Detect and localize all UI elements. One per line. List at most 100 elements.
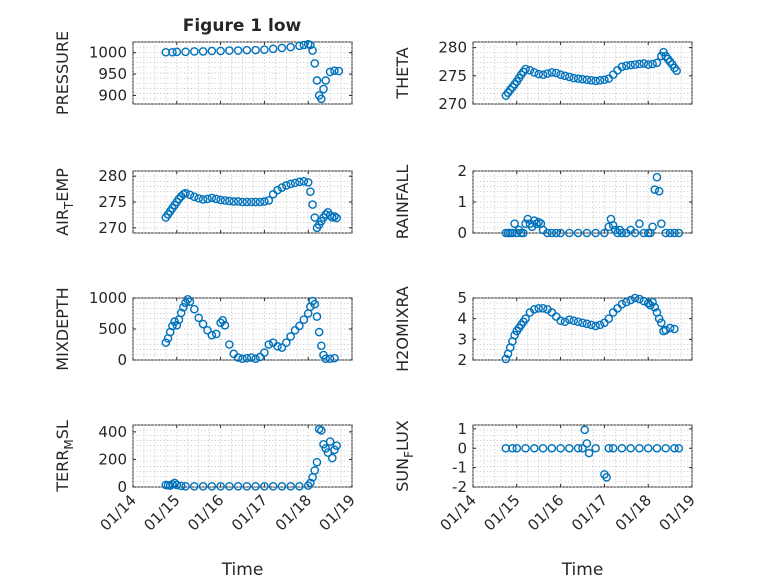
data-point-air_temp [260,197,269,206]
data-point-air_temp [185,190,195,200]
data-point-mixdepth [330,353,339,363]
data-point-h2omixra [626,295,635,305]
data-point-sun_flux [674,443,684,453]
data-point-pressure [319,84,328,94]
data-point-rainfall [654,186,664,196]
data-point-mixdepth [220,320,230,330]
data-point-rainfall [534,217,544,227]
y-tick-label: 200 [98,450,127,468]
data-point-h2omixra [665,323,675,333]
data-point-h2omixra [650,302,660,312]
data-point-air_temp [290,178,300,188]
data-point-mixdepth [238,354,247,364]
data-point-mixdepth [216,318,225,328]
data-point-air_temp [251,197,260,207]
data-point-terr_msl [233,482,243,491]
y-tick-label: 0 [457,439,467,457]
data-point-h2omixra [648,297,657,307]
data-point-pressure [181,47,190,57]
data-point-mixdepth [194,313,203,323]
y-tick-label: 2 [457,162,467,180]
x-axis-label-sun_flux: Time [561,560,604,580]
y-tick-label: 280 [98,167,127,185]
data-point-terr_msl [286,482,295,491]
y-tick-label: 900 [98,86,127,104]
data-point-mixdepth [251,354,260,364]
data-point-air_temp [277,183,287,192]
data-point-mixdepth [172,320,182,330]
data-point-theta [569,73,579,83]
data-point-rainfall [582,228,592,238]
data-point-theta [639,59,649,68]
data-point-pressure [260,45,269,54]
y-tick-label: 275 [98,193,127,211]
data-point-pressure [286,42,295,52]
data-point-theta [565,72,574,82]
data-point-mixdepth [310,299,320,309]
data-point-h2omixra [604,314,614,323]
data-point-terr_msl [317,426,326,435]
data-point-rainfall [670,228,679,238]
data-point-rainfall [661,228,671,238]
data-point-sun_flux [565,443,574,453]
data-point-h2omixra [582,319,592,329]
y-tick-label: -2 [452,478,467,496]
data-point-rainfall [665,228,675,238]
data-point-rainfall [635,219,644,228]
data-point-pressure [325,67,335,77]
data-point-mixdepth [314,327,324,337]
data-point-theta [648,59,657,69]
data-point-air_temp [198,195,208,204]
data-point-pressure [242,45,252,55]
data-point-mixdepth [299,315,309,325]
data-point-mixdepth [211,329,221,339]
data-point-mixdepth [290,325,300,335]
y-tick-label: 3 [457,330,467,348]
data-point-rainfall [674,228,684,238]
data-point-rainfall [556,228,565,238]
figure-title: Figure 1 low [183,16,302,36]
data-point-h2omixra [617,299,627,309]
data-point-air_temp [295,177,304,187]
data-point-h2omixra [586,320,596,330]
data-point-terr_msl [172,480,182,490]
data-point-theta [556,70,565,79]
data-point-sun_flux [643,443,653,453]
data-point-h2omixra [569,316,579,326]
y-tick-label: 0 [117,478,127,496]
data-point-sun_flux [547,443,557,453]
data-point-mixdepth [190,304,199,314]
data-point-pressure [225,46,234,55]
data-point-terr_msl [242,482,252,491]
data-point-theta [543,69,552,78]
data-point-mixdepth [233,353,243,362]
y-axis-label-mixdepth: MIXDEPTH [53,287,72,370]
data-point-h2omixra [501,354,511,364]
data-point-h2omixra [560,317,570,327]
data-point-theta [534,69,544,79]
data-point-terr_msl [332,441,341,450]
data-point-pressure [306,40,315,50]
data-point-h2omixra [534,304,544,313]
data-point-terr_msl [312,457,322,467]
data-point-sun_flux [508,443,517,453]
data-point-rainfall [532,219,541,228]
data-point-air_temp [229,197,239,206]
data-point-mixdepth [185,297,195,307]
data-point-terr_msl [190,482,199,491]
data-point-mixdepth [203,325,212,335]
data-point-sun_flux [530,443,539,453]
data-point-pressure [190,47,199,56]
data-point-sun_flux [670,443,679,453]
data-point-terr_msl [295,482,304,491]
data-point-theta [608,70,618,79]
data-point-pressure [207,46,217,56]
data-point-mixdepth [325,354,335,364]
y-tick-label: 1 [457,420,467,438]
data-point-mixdepth [264,340,274,349]
y-axis-label-theta: THETA [393,47,412,99]
data-point-rainfall [591,228,600,238]
data-point-mixdepth [312,312,322,321]
data-point-h2omixra [595,320,605,330]
data-point-sun_flux [582,439,592,448]
